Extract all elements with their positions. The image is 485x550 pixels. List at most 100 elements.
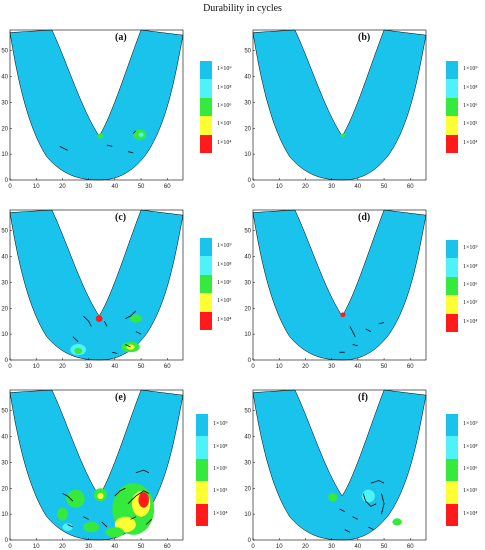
y-tick-label: 30 <box>1 460 8 466</box>
y-tick-label: 20 <box>1 486 8 492</box>
legend-label: 1×10⁴ <box>463 318 478 325</box>
legend-label: 1×10⁶ <box>217 280 232 286</box>
legend-swatch <box>446 240 458 259</box>
x-tick-label: 20 <box>302 544 309 550</box>
crack <box>135 469 150 474</box>
crack <box>135 331 142 335</box>
damage-zone <box>74 347 83 355</box>
plot-d: 0 10 20 30 40 50 60 0 10 20 30 40 50 <box>244 209 427 370</box>
panel-a: 0 10 20 30 40 50 60 0 10 20 30 40 50 (a) 1×10⁹ 1×10⁸ 1… <box>0 18 242 190</box>
x-tick-label: 50 <box>381 364 388 370</box>
crack <box>83 516 89 520</box>
crack <box>146 519 152 525</box>
legend-swatch <box>446 79 458 98</box>
y-tick-label: 50 <box>244 49 251 55</box>
damage-zone <box>340 312 346 318</box>
y-tick-label: 0 <box>248 178 252 184</box>
y-tick-label: 10 <box>244 332 251 338</box>
x-tick-label: 40 <box>355 364 362 370</box>
y-tick-label: 0 <box>5 538 9 544</box>
crack <box>83 315 92 327</box>
y-tick-label: 40 <box>1 75 8 81</box>
panel-d: 0 10 20 30 40 50 60 0 10 20 30 40 50 (d) 1×10⁹ 1×10⁸ 1… <box>243 198 485 370</box>
crack <box>101 521 108 528</box>
figure-title: Durability in cycles <box>203 3 282 14</box>
damage-zone <box>57 507 68 521</box>
crack <box>349 326 356 337</box>
crack <box>370 480 385 484</box>
damage-zone <box>97 492 104 500</box>
y-tick-label: 20 <box>244 486 251 492</box>
legend-label: 1×10⁹ <box>463 66 478 73</box>
legend-swatch <box>200 61 212 80</box>
crack <box>368 526 374 531</box>
damage-zone <box>392 518 402 526</box>
crack <box>72 336 79 343</box>
x-tick-label: 60 <box>164 544 171 550</box>
legend-label: 1×10⁴ <box>213 510 228 517</box>
legend-b: 1×10⁹ 1×10⁸ 1×10⁶ 1×10⁵ 1×10⁴ <box>446 61 485 153</box>
y-tick-label: 20 <box>244 306 251 312</box>
x-tick-label: 30 <box>85 364 92 370</box>
legend-a: 1×10⁹ 1×10⁸ 1×10⁶ 1×10⁵ 1×10⁴ <box>200 61 246 153</box>
x-tick-label: 50 <box>381 544 388 550</box>
x-tick-label: 10 <box>276 184 283 190</box>
legend-swatch <box>446 458 458 482</box>
crack <box>106 144 113 147</box>
x-tick-label: 60 <box>407 544 414 550</box>
crack <box>125 310 137 319</box>
legend-label: 1×10⁶ <box>463 282 478 288</box>
legend-label: 1×10⁹ <box>217 66 232 73</box>
crack <box>130 516 136 520</box>
plot-frame <box>9 389 184 541</box>
crack <box>59 146 68 151</box>
crack <box>67 524 74 528</box>
damage-zone <box>95 315 103 322</box>
y-tick-label: 20 <box>1 126 8 132</box>
legend-swatch <box>446 116 458 135</box>
x-tick-label: 20 <box>59 544 66 550</box>
damage-zone <box>66 489 85 508</box>
legend-label: 1×10⁴ <box>217 139 232 146</box>
x-tick-label: 0 <box>8 544 12 550</box>
legend-label: 1×10⁵ <box>217 298 232 305</box>
x-tick-label: 40 <box>112 544 119 550</box>
panel-label-e: (e) <box>115 392 127 403</box>
legend-swatch <box>446 295 458 314</box>
x-tick-label: 30 <box>85 544 92 550</box>
damage-zone <box>130 314 142 323</box>
legend-label: 1×10⁵ <box>217 121 232 128</box>
y-tick-label: 10 <box>1 332 8 338</box>
y-tick-label: 50 <box>244 229 251 235</box>
crack <box>127 490 150 505</box>
x-tick-label: 20 <box>59 184 66 190</box>
crack <box>132 130 137 134</box>
specimen-body <box>9 389 184 541</box>
damage-zone <box>105 527 125 538</box>
legend-label: 1×10⁶ <box>213 466 228 472</box>
legend-swatch <box>200 274 212 294</box>
legend-swatch <box>446 97 458 117</box>
plot-frame <box>9 29 184 181</box>
legend-label: 1×10⁴ <box>463 510 478 517</box>
crack <box>352 344 358 347</box>
x-tick-label: 30 <box>85 184 92 190</box>
crack <box>125 344 131 348</box>
panel-f: 0 10 20 30 40 50 60 0 10 20 30 40 50 (f) 1×10⁹ 1×10⁸ 1… <box>243 378 485 550</box>
crack <box>362 493 377 507</box>
legend-swatch <box>200 293 212 312</box>
plot-b: 0 10 20 30 40 50 60 0 10 20 30 40 50 <box>244 29 427 190</box>
crack <box>104 321 108 327</box>
legend-swatch <box>196 414 208 437</box>
plot-frame <box>252 209 427 361</box>
x-tick-label: 10 <box>276 544 283 550</box>
legend-label: 1×10⁴ <box>463 139 478 146</box>
crack <box>381 493 385 515</box>
crack <box>344 529 351 533</box>
y-tick-label: 20 <box>244 126 251 132</box>
specimen-body <box>9 209 184 361</box>
legend-label: 1×10⁸ <box>463 443 478 450</box>
y-tick-label: 50 <box>1 409 8 415</box>
x-tick-label: 30 <box>328 364 335 370</box>
x-tick-label: 10 <box>33 364 40 370</box>
